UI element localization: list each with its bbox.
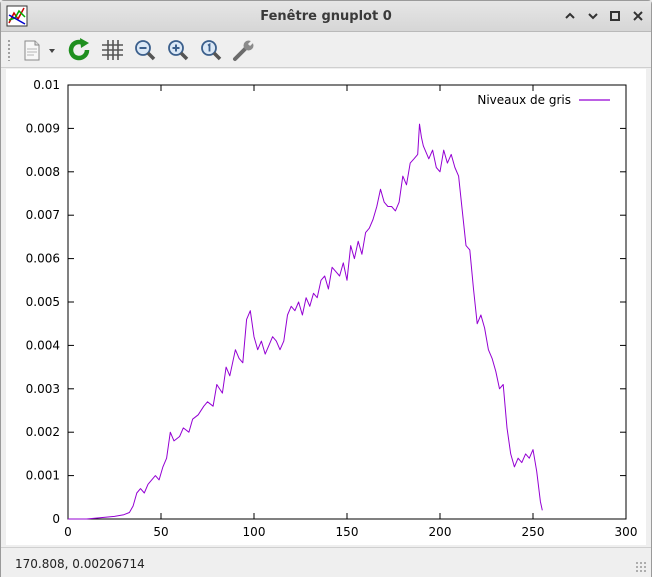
y-tick-label: 0.003 xyxy=(26,382,60,396)
zoom-out-icon xyxy=(135,40,156,61)
x-tick-label: 50 xyxy=(153,525,168,539)
line-chart[interactable]: 0 50 100 150 200 250 300 0 0.001 0.002 0.003 0.004 0… xyxy=(6,69,646,545)
dropdown-arrow-icon xyxy=(49,49,55,53)
y-tick-label: 0.006 xyxy=(26,252,60,266)
y-tick-label: 0.008 xyxy=(26,165,60,179)
cursor-coordinates: 170.808, 0.00206714 xyxy=(15,557,145,571)
zoom-out-button[interactable] xyxy=(131,36,159,64)
x-tick-label: 300 xyxy=(615,525,638,539)
toolbar xyxy=(1,32,651,68)
y-tick-label: 0.001 xyxy=(26,469,60,483)
x-tick-label: 100 xyxy=(243,525,266,539)
plot-area[interactable]: 0 50 100 150 200 250 300 0 0.001 0.002 0.003 0.004 0… xyxy=(6,69,646,545)
y-tick-label: 0.007 xyxy=(26,208,60,222)
replot-button[interactable] xyxy=(65,36,93,64)
toolbar-grip[interactable] xyxy=(7,39,11,61)
settings-button[interactable] xyxy=(230,36,258,64)
export-icon xyxy=(24,40,40,61)
grid-button[interactable] xyxy=(98,36,126,64)
x-tick-label: 150 xyxy=(336,525,359,539)
restore-icon xyxy=(610,11,620,21)
zoom-in-button[interactable] xyxy=(164,36,192,64)
zoom-in-icon xyxy=(168,40,189,61)
legend-label: Niveaux de gris xyxy=(477,93,571,107)
export-button[interactable] xyxy=(18,36,46,64)
y-tick-label: 0.005 xyxy=(26,295,60,309)
chart-legend: Niveaux de gris xyxy=(477,93,610,107)
settings-wrench-icon xyxy=(233,38,256,61)
close-button[interactable] xyxy=(627,6,649,26)
y-tick-label: 0.01 xyxy=(33,78,60,92)
zoom-reset-icon xyxy=(201,40,222,61)
x-tick-label: 250 xyxy=(522,525,545,539)
maximize-icon xyxy=(588,13,598,20)
minimize-icon xyxy=(565,12,575,19)
gnuplot-app-icon xyxy=(6,5,28,27)
resize-grip[interactable] xyxy=(635,561,647,573)
x-tick-label: 0 xyxy=(64,525,72,539)
status-bar: 170.808, 0.00206714 xyxy=(1,547,651,577)
close-icon xyxy=(633,11,643,21)
series-line-niveaux-de-gris xyxy=(68,123,543,520)
replot-icon xyxy=(68,38,90,61)
export-menu-button[interactable] xyxy=(46,36,58,64)
axes-border xyxy=(67,84,627,520)
restore-button[interactable] xyxy=(604,6,626,26)
y-tick-label: 0.009 xyxy=(26,121,60,135)
maximize-button[interactable] xyxy=(582,6,604,26)
zoom-reset-button[interactable] xyxy=(197,36,225,64)
y-tick-label: 0.002 xyxy=(26,425,60,439)
y-tick-label: 0 xyxy=(52,512,60,526)
title-bar[interactable]: Fenêtre gnuplot 0 xyxy=(1,1,651,32)
y-tick-label: 0.004 xyxy=(26,338,60,352)
window-title: Fenêtre gnuplot 0 xyxy=(260,9,392,24)
minimize-button[interactable] xyxy=(559,6,581,26)
grid-icon xyxy=(102,40,123,60)
x-tick-label: 200 xyxy=(429,525,452,539)
